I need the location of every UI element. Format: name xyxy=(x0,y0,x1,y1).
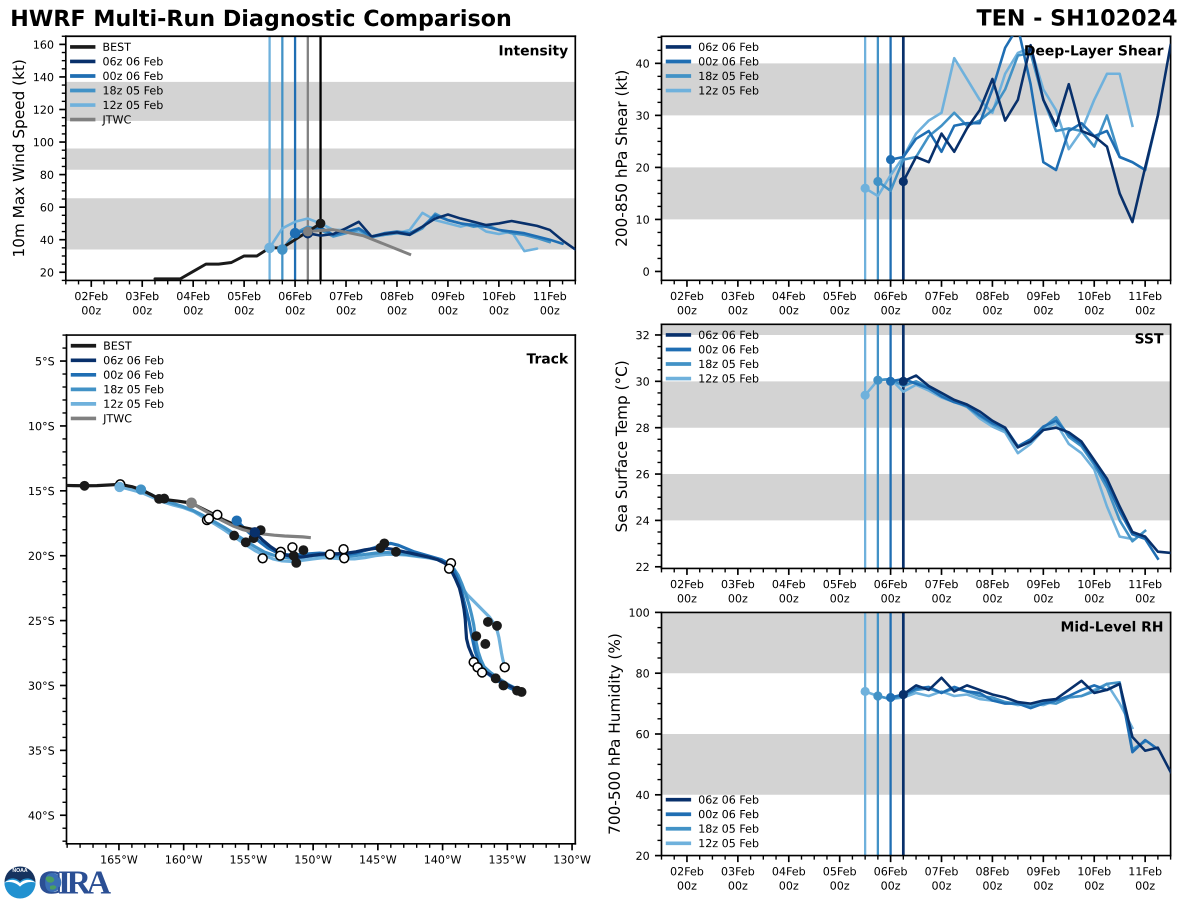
svg-text:NOAA: NOAA xyxy=(12,868,28,874)
svg-text:CIRA: CIRA xyxy=(38,865,111,900)
